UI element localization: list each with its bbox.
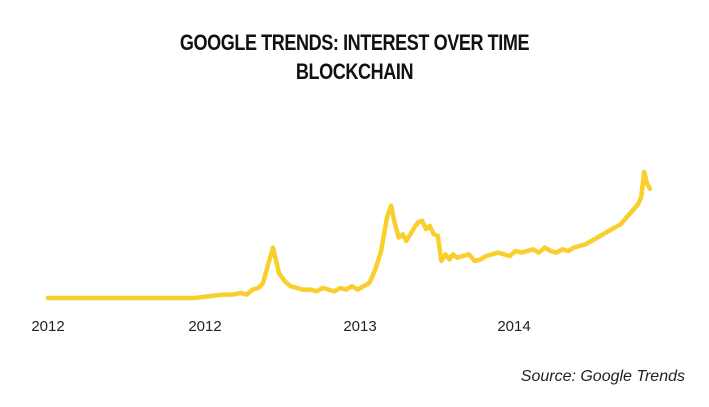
chart-title: GOOGLE TRENDS: INTEREST OVER TIME <box>179 30 530 55</box>
series-line-blockchain <box>45 169 653 301</box>
chart-subtitle: BLOCKCHAIN <box>295 59 414 84</box>
x-tick-label: 2012 <box>188 318 221 335</box>
x-tick-label: 2012 <box>31 318 64 335</box>
x-tick-label: 2013 <box>343 318 376 335</box>
source-note: Source: Google Trends <box>520 368 685 385</box>
x-tick-label: 2014 <box>497 318 530 335</box>
x-axis-tick-labels: 2012 2012 2013 2014 <box>31 318 530 335</box>
